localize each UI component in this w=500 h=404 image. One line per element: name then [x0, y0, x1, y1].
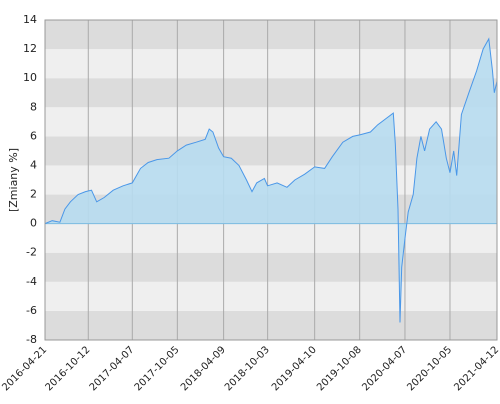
plot-frame	[44, 19, 498, 341]
area	[45, 38, 497, 323]
y-tick-label: 10	[23, 71, 37, 84]
y-tick-label: 0	[30, 217, 37, 230]
y-tick-label: 2	[30, 188, 37, 201]
y-tick-label: 4	[30, 158, 37, 171]
x-tick-label: 2016-10-12	[44, 344, 93, 393]
x-tick-label: 2019-04-10	[270, 344, 319, 393]
y-tick-label: 6	[30, 129, 37, 142]
y-axis-label: [Zmiany %]	[7, 148, 20, 212]
band	[45, 223, 497, 253]
band	[45, 310, 497, 340]
band	[45, 49, 497, 79]
x-tick-label: 2020-04-07	[360, 344, 409, 393]
y-tick-label: -6	[26, 304, 37, 317]
band	[45, 252, 497, 282]
x-tick-label: 2017-10-05	[133, 344, 182, 393]
y-tick-label: 14	[23, 13, 37, 26]
x-tick-label: 2020-10-05	[405, 344, 454, 393]
x-tick-label: 2017-04-07	[88, 344, 137, 393]
band	[45, 78, 497, 108]
y-tick-label: 12	[23, 42, 37, 55]
band	[45, 281, 497, 311]
x-tick-label: 2018-04-09	[179, 344, 228, 393]
x-tick-label: 2016-04-21	[0, 344, 49, 393]
x-tick-label: 2021-04-12	[452, 344, 500, 393]
y-tick-label: -2	[26, 246, 37, 259]
band	[45, 107, 497, 137]
line	[44, 37, 498, 323]
y-tick-label: 8	[30, 100, 37, 113]
band	[45, 20, 497, 50]
x-tick-label: 2019-10-08	[315, 344, 364, 393]
y-tick-label: -4	[26, 275, 37, 288]
x-tick-label: 2018-10-03	[223, 344, 272, 393]
y-tick-label: -8	[26, 333, 37, 346]
